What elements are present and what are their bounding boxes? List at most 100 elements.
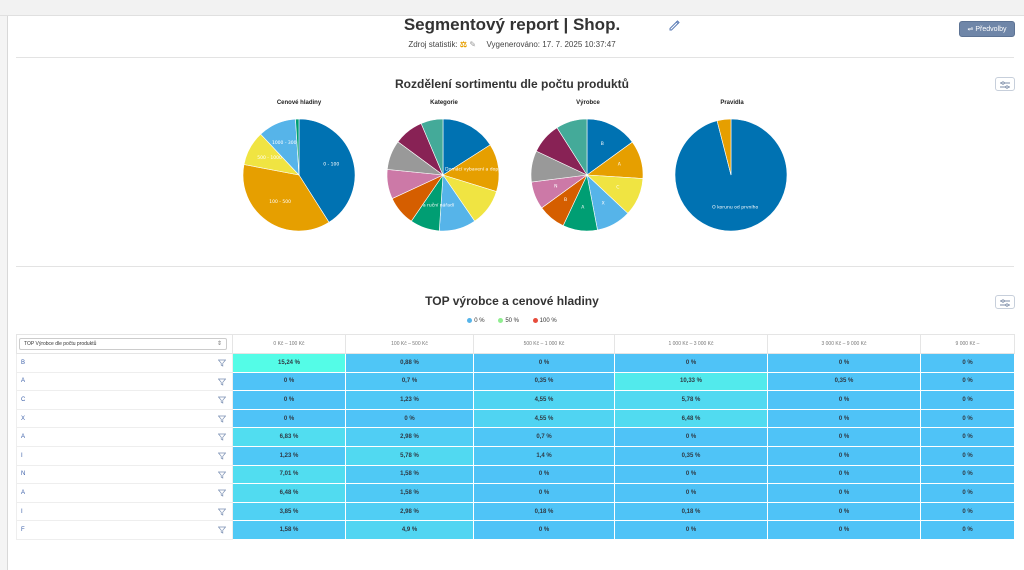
filter-icon[interactable]	[218, 378, 226, 386]
divider-middle	[16, 266, 1014, 267]
pie-slice-label: N	[554, 183, 557, 189]
pie-slice-label: 100 - 500	[269, 199, 291, 205]
pie-slice-label: Dílna a ruční nářadí	[410, 202, 455, 209]
row-manufacturer-cell: F	[16, 520, 233, 540]
value-cell: 0,35 %	[614, 445, 768, 466]
select-label: TOP Výrobce dle počtu produktů	[24, 341, 97, 347]
assortment-settings-button[interactable]	[995, 77, 1015, 91]
value-cell: 2,98 %	[345, 427, 474, 447]
pie-slice-label: B	[564, 197, 567, 203]
filter-icon[interactable]	[218, 489, 226, 497]
value-cell: 0 %	[767, 408, 921, 429]
value-cell: 0,35 %	[473, 371, 615, 392]
top-manufacturers-table: TOP Výrobce dle počtu produktů ⇕ 0 Kč – …	[16, 334, 1015, 540]
pie-slice-label: 1000 - 3000	[272, 140, 300, 146]
value-cell: 0 %	[920, 408, 1015, 429]
sliders-icon	[1000, 81, 1010, 89]
value-cell: 0,88 %	[345, 353, 474, 373]
top-settings-button[interactable]	[995, 295, 1015, 309]
manufacturer-name: F	[21, 527, 25, 534]
assortment-section-title: Rozdělení sortimentu dle počtu produktů	[395, 77, 629, 91]
value-cell: 0 %	[920, 520, 1015, 540]
manufacturer-name: I	[21, 452, 23, 459]
pie-slice[interactable]	[442, 118, 491, 176]
value-cell: 0 %	[473, 483, 615, 503]
value-cell: 1,58 %	[345, 464, 474, 485]
row-manufacturer-cell: I	[16, 445, 233, 466]
column-header: 9 000 Kč –	[920, 334, 1015, 354]
pie-slice[interactable]	[295, 118, 300, 176]
value-cell: 3,85 %	[232, 501, 346, 522]
table-row: I 3,85 % 2,98 % 0,18 % 0,18 % 0 % 0 %	[16, 501, 1015, 522]
filter-icon[interactable]	[218, 415, 226, 423]
source-logo-icon: ⚖	[459, 40, 468, 49]
table-header-row: TOP Výrobce dle počtu produktů ⇕ 0 Kč – …	[16, 334, 1015, 354]
pie-chart-manufacturers: B A C X A B N	[530, 118, 644, 232]
pie-slice[interactable]	[242, 164, 330, 232]
pie-title-manufacturers: Výrobce	[576, 100, 600, 106]
value-cell: 0 %	[345, 408, 474, 429]
pie-slice[interactable]	[298, 118, 356, 223]
chevron-updown-icon: ⇕	[216, 341, 222, 347]
filter-icon[interactable]	[218, 526, 226, 534]
pie-chart-price-levels: 0 - 100 100 - 500 500 - 1000 1000 - 3000	[242, 118, 356, 232]
top-manufacturers-select[interactable]: TOP Výrobce dle počtu produktů ⇕	[19, 338, 227, 350]
value-cell: 5,78 %	[345, 445, 474, 466]
value-cell: 6,48 %	[614, 408, 768, 429]
row-manufacturer-cell: I	[16, 501, 233, 522]
value-cell: 0 %	[920, 427, 1015, 447]
value-cell: 0 %	[767, 501, 921, 522]
manufacturer-name: A	[21, 489, 26, 496]
filter-icon[interactable]	[218, 396, 226, 404]
filter-icon[interactable]	[218, 359, 226, 367]
filter-icon[interactable]	[218, 433, 226, 441]
pencil-icon[interactable]	[667, 18, 681, 32]
pie-slice[interactable]	[420, 118, 444, 176]
pie-slice[interactable]	[556, 118, 588, 177]
value-cell: 1,4 %	[473, 445, 615, 466]
filter-icon[interactable]	[218, 508, 226, 516]
value-cell: 0,18 %	[614, 501, 768, 522]
value-cell: 0 %	[232, 371, 346, 392]
table-row: N 7,01 % 1,58 % 0 % 0 % 0 % 0 %	[16, 464, 1015, 485]
pie-slice[interactable]	[716, 118, 732, 176]
pie-slice-label: X	[602, 200, 605, 206]
column-header: 0 Kč – 100 Kč	[232, 334, 346, 354]
value-cell: 1,23 %	[232, 445, 346, 466]
value-cell: 6,48 %	[232, 483, 346, 503]
report-meta: Zdroj statistik: ⚖ ✎ Vygenerováno: 17. 7…	[0, 40, 1024, 49]
manufacturer-name: X	[21, 415, 26, 422]
value-cell: 0 %	[473, 520, 615, 540]
value-cell: 0,18 %	[473, 501, 615, 522]
value-cell: 1,58 %	[232, 520, 346, 540]
value-cell: 0,7 %	[473, 427, 615, 447]
pie-slice[interactable]	[586, 118, 633, 176]
value-cell: 7,01 %	[232, 464, 346, 485]
filter-icon[interactable]	[218, 452, 226, 460]
legend-item: 0 %	[467, 318, 485, 324]
value-cell: 0,7 %	[345, 371, 474, 392]
table-row: I 1,23 % 5,78 % 1,4 % 0,35 % 0 % 0 %	[16, 445, 1015, 466]
row-manufacturer-cell: C	[16, 390, 233, 410]
value-cell: 0 %	[767, 464, 921, 485]
pie-slice-label: O korunu od prvního	[712, 203, 758, 210]
sliders-icon	[1000, 299, 1010, 307]
source-edit-icon[interactable]: ✎	[469, 40, 477, 49]
sliders-icon: ⇌	[967, 26, 974, 33]
legend-label: 100 %	[539, 318, 557, 325]
value-cell: 0 %	[614, 520, 768, 540]
legend-dot	[532, 318, 538, 323]
value-cell: 4,55 %	[473, 390, 615, 410]
value-cell: 0 %	[614, 464, 768, 485]
value-cell: 0 %	[473, 353, 615, 373]
value-cell: 0,35 %	[767, 371, 921, 392]
value-cell: 0 %	[767, 445, 921, 466]
pie-slice-label: C	[616, 184, 619, 190]
presets-button[interactable]: ⇌ Předvolby	[959, 21, 1015, 37]
row-manufacturer-cell: X	[16, 408, 233, 429]
value-cell: 0 %	[767, 427, 921, 447]
value-cell: 0 %	[920, 501, 1015, 522]
filter-icon[interactable]	[218, 471, 226, 479]
row-manufacturer-cell: A	[16, 427, 233, 447]
